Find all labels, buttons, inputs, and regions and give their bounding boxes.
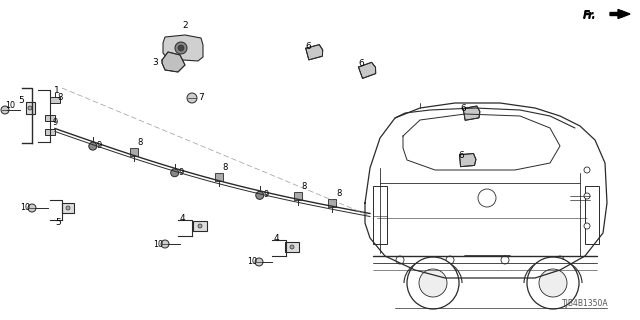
- Text: 4: 4: [180, 213, 186, 222]
- Text: 8: 8: [57, 92, 62, 101]
- Polygon shape: [463, 106, 480, 120]
- Circle shape: [527, 257, 579, 309]
- Bar: [285, 242, 299, 252]
- Text: 6: 6: [358, 59, 364, 68]
- Text: 8: 8: [336, 189, 342, 198]
- Circle shape: [290, 245, 294, 249]
- Circle shape: [28, 106, 32, 110]
- Circle shape: [28, 204, 36, 212]
- Bar: [45, 115, 55, 121]
- Text: 10: 10: [153, 239, 163, 249]
- Text: 10: 10: [247, 258, 257, 267]
- Circle shape: [556, 256, 564, 264]
- FancyArrow shape: [610, 10, 630, 19]
- Text: Fr.: Fr.: [582, 10, 596, 20]
- Circle shape: [539, 269, 567, 297]
- Text: 9: 9: [97, 141, 102, 150]
- Text: 10: 10: [20, 203, 30, 212]
- Circle shape: [89, 142, 97, 150]
- Polygon shape: [460, 154, 476, 167]
- Text: 5: 5: [55, 218, 61, 227]
- Bar: [294, 192, 301, 200]
- Polygon shape: [306, 45, 323, 60]
- Circle shape: [584, 223, 590, 229]
- Circle shape: [478, 189, 496, 207]
- Bar: [373, 186, 387, 244]
- Bar: [50, 97, 60, 103]
- Circle shape: [175, 42, 187, 54]
- Circle shape: [407, 257, 459, 309]
- Bar: [328, 199, 336, 207]
- Circle shape: [1, 106, 9, 114]
- Circle shape: [584, 167, 590, 173]
- Bar: [130, 148, 138, 156]
- Circle shape: [256, 191, 264, 199]
- Circle shape: [255, 258, 263, 266]
- Text: 10: 10: [5, 100, 15, 109]
- Circle shape: [396, 256, 404, 264]
- Bar: [585, 186, 599, 244]
- Text: 6: 6: [305, 42, 311, 51]
- Text: 7: 7: [198, 92, 204, 101]
- Circle shape: [66, 206, 70, 210]
- Text: 8: 8: [223, 163, 228, 172]
- Text: 6: 6: [458, 150, 464, 159]
- Text: 9: 9: [264, 190, 269, 199]
- Bar: [193, 221, 207, 231]
- Text: 9: 9: [179, 168, 184, 177]
- Circle shape: [446, 256, 454, 264]
- Text: 5: 5: [18, 95, 24, 105]
- Bar: [26, 102, 35, 114]
- Circle shape: [419, 269, 447, 297]
- Circle shape: [171, 169, 179, 177]
- Circle shape: [198, 224, 202, 228]
- Text: 4: 4: [274, 234, 280, 243]
- Bar: [62, 203, 74, 213]
- Polygon shape: [163, 35, 203, 61]
- Circle shape: [501, 256, 509, 264]
- Text: 3: 3: [152, 58, 157, 67]
- Circle shape: [161, 240, 169, 248]
- Text: 2: 2: [182, 20, 188, 29]
- Circle shape: [584, 193, 590, 199]
- Circle shape: [187, 93, 197, 103]
- Polygon shape: [162, 52, 185, 72]
- Text: Fr.: Fr.: [582, 11, 596, 21]
- Polygon shape: [358, 62, 376, 78]
- Text: 8: 8: [138, 138, 143, 147]
- Text: TJB4B1350A: TJB4B1350A: [562, 299, 609, 308]
- Bar: [45, 129, 55, 135]
- Circle shape: [178, 45, 184, 51]
- Text: 8: 8: [301, 182, 307, 191]
- Text: 1: 1: [54, 85, 60, 94]
- Bar: [215, 173, 223, 181]
- Text: 6: 6: [460, 103, 466, 113]
- Text: 9: 9: [52, 117, 57, 126]
